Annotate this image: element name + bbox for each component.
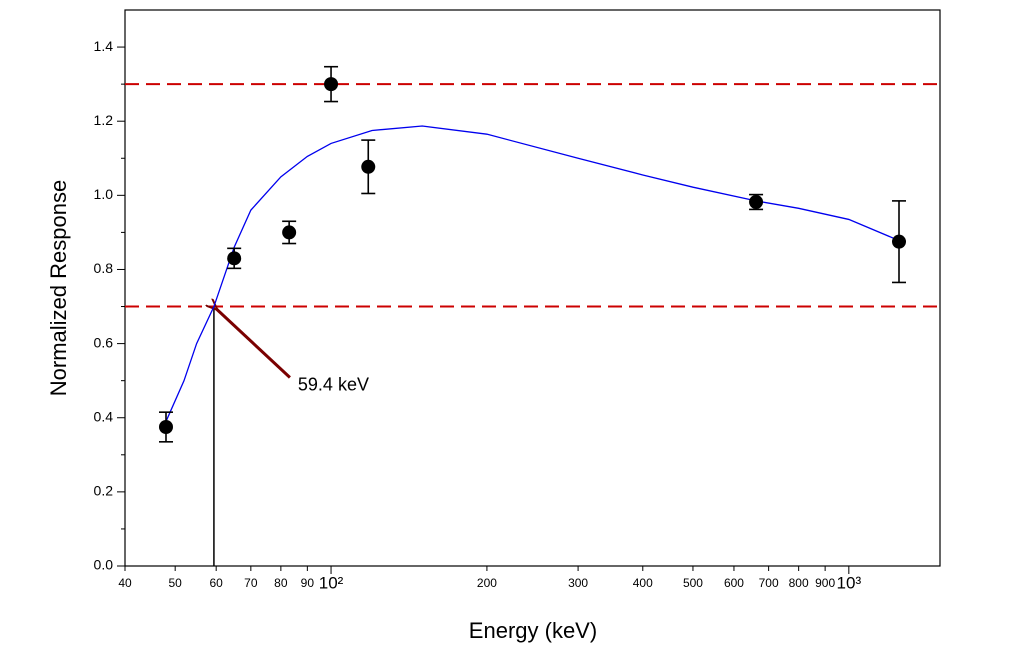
data-point (227, 251, 242, 266)
x-tick-label: 50 (168, 576, 182, 590)
y-tick-label: 0.6 (94, 334, 114, 350)
x-tick-label: 400 (633, 576, 653, 590)
x-tick-label: 700 (759, 576, 779, 590)
x-tick-label: 600 (724, 576, 744, 590)
x-tick-label: 300 (568, 576, 588, 590)
plot-frame (124, 9, 941, 567)
data-point (892, 234, 907, 249)
y-tick-label: 1.0 (94, 186, 114, 202)
y-tick-label: 0.4 (94, 408, 114, 424)
y-tick-label: 0.8 (94, 260, 114, 276)
annotation-text: 59.4 keV (298, 374, 369, 394)
y-axis-label: Normalized Response (46, 180, 71, 396)
x-tick-label: 900 (815, 576, 835, 590)
x-axis-label: Energy (keV) (469, 618, 597, 643)
x-tick-label: 70 (244, 576, 258, 590)
y-tick-label: 0.2 (94, 483, 114, 499)
y-tick-label: 1.2 (94, 112, 114, 128)
fit-curve (165, 125, 900, 422)
x-tick-label: 800 (789, 576, 809, 590)
y-tick-label: 0.0 (94, 557, 114, 573)
x-tick-label: 500 (683, 576, 703, 590)
data-point (158, 420, 173, 434)
data-point (282, 225, 297, 240)
x-tick-label: 40 (118, 576, 132, 590)
data-point (749, 195, 764, 210)
x-tick-label: 10³ (837, 573, 862, 592)
x-tick-label: 90 (301, 576, 315, 590)
x-tick-label: 80 (274, 576, 288, 590)
data-point (324, 77, 339, 92)
data-point (361, 159, 376, 174)
x-tick-label: 60 (209, 576, 223, 590)
x-tick-label: 200 (477, 576, 497, 590)
x-tick-label: 10² (319, 573, 344, 592)
y-tick-label: 1.4 (94, 38, 114, 54)
annotation-arrow (216, 309, 291, 379)
